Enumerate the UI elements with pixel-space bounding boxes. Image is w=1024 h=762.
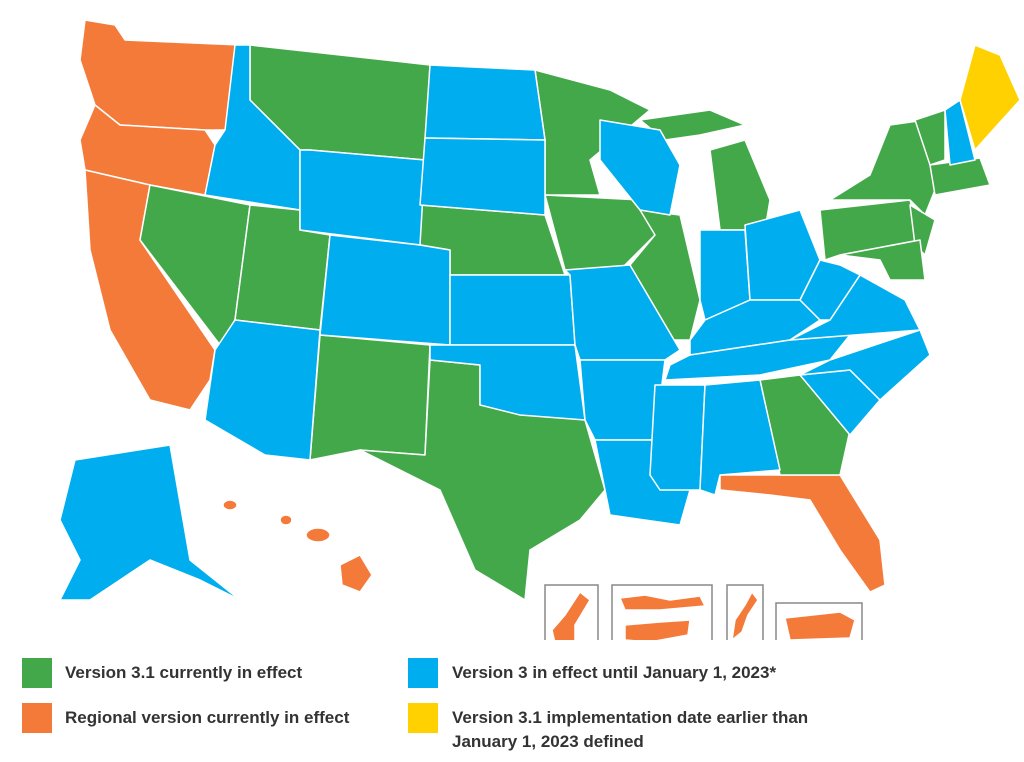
state (79, 19, 241, 131)
state (789, 274, 921, 341)
state (424, 64, 546, 141)
state (544, 194, 656, 271)
state (839, 239, 926, 281)
legend-label: Regional version currently in effect (65, 708, 350, 727)
state (299, 149, 426, 246)
legend-swatch (22, 703, 52, 733)
state (799, 259, 861, 321)
territory (619, 594, 706, 611)
state (279, 514, 293, 526)
state (664, 334, 851, 381)
state (629, 209, 701, 341)
state (699, 379, 781, 496)
state (204, 319, 321, 461)
legend-label: Version 3 in effect until January 1, 202… (452, 663, 777, 682)
territory (551, 591, 591, 640)
legend-label: Version 3.1 currently in effect (65, 663, 303, 682)
state (959, 44, 1021, 151)
state (709, 139, 771, 231)
state (449, 274, 576, 346)
state (649, 384, 706, 491)
state (419, 137, 546, 216)
state (319, 234, 451, 346)
state (914, 109, 946, 166)
state (339, 554, 373, 593)
state (222, 499, 238, 511)
map (59, 19, 1021, 640)
territory (624, 619, 691, 640)
state (305, 527, 331, 543)
state (309, 334, 431, 461)
legend-label: Version 3.1 implementation date earlier … (452, 708, 809, 751)
state (944, 99, 976, 166)
state (599, 119, 681, 216)
state (719, 474, 886, 593)
state (429, 344, 586, 421)
legend-swatch (408, 658, 438, 688)
legend-swatch (22, 658, 52, 688)
territory (784, 611, 856, 640)
legend-swatch (408, 703, 438, 733)
territory (731, 591, 759, 640)
state (59, 444, 241, 601)
